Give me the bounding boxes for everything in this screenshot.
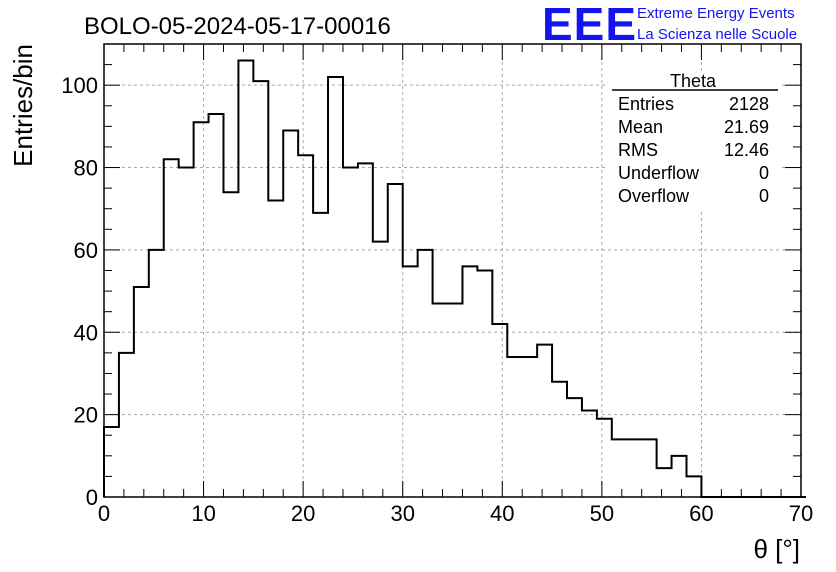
histogram-bin [373, 242, 388, 497]
histogram-bin [149, 250, 164, 497]
histogram-bin [283, 130, 298, 497]
histogram-bin [418, 250, 433, 497]
histogram-bin [492, 324, 507, 497]
histogram-bin [358, 163, 373, 497]
histogram-bin [223, 192, 238, 497]
x-tick-label: 40 [490, 501, 514, 526]
y-tick-label: 80 [74, 156, 98, 181]
stats-box: Theta Entries 2128 Mean 21.69 RMS 12.46 Underf… [607, 71, 779, 210]
histogram-bin [567, 398, 582, 497]
x-axis-title: θ [°] [753, 534, 800, 564]
y-tick-labels: 0 20 40 60 80 100 [61, 73, 98, 510]
y-tick-label: 20 [74, 403, 98, 428]
y-axis-title: Entries/bin [8, 44, 38, 167]
eee-logo: EEE [542, 0, 637, 50]
logo-line-1: Extreme Energy Events [637, 5, 795, 22]
histogram-bin [477, 271, 492, 498]
x-tick-label: 30 [390, 501, 414, 526]
grid [104, 44, 801, 497]
stats-value: 2128 [729, 94, 769, 114]
histogram-outline [103, 59, 806, 498]
stats-value: 0 [759, 163, 769, 183]
stats-label: Entries [618, 94, 674, 114]
stats-label: Mean [618, 117, 663, 137]
histogram-bin [657, 468, 672, 497]
stats-value: 12.46 [724, 140, 769, 160]
chart-title: BOLO-05-2024-05-17-00016 [84, 13, 391, 40]
histogram-bin [209, 114, 224, 497]
x-tick-label: 60 [689, 501, 713, 526]
histogram-bin [194, 122, 209, 497]
histogram-bin [522, 357, 537, 497]
y-tick-label: 60 [74, 238, 98, 263]
stats-value: 0 [759, 186, 769, 206]
histogram-bin [268, 200, 283, 497]
histogram-bin [552, 382, 567, 497]
histogram-bin [119, 353, 134, 497]
stats-label: Overflow [618, 186, 690, 206]
histogram-bin [597, 419, 612, 497]
stats-value: 21.69 [724, 117, 769, 137]
x-tick-label: 0 [98, 501, 110, 526]
histogram-bin [253, 81, 268, 497]
x-tick-labels: 0 10 20 30 40 50 60 70 [98, 501, 813, 526]
histogram-bin [672, 456, 687, 497]
y-tick-label: 0 [86, 485, 98, 510]
histogram-bin [134, 287, 149, 497]
histogram-bin [642, 439, 657, 497]
stats-rows: Entries 2128 Mean 21.69 RMS 12.46 Underflow 0 Ov… [618, 94, 769, 206]
histogram-bin [388, 184, 403, 497]
y-tick-label: 100 [61, 73, 98, 98]
x-tick-label: 10 [191, 501, 215, 526]
histogram-bin [537, 345, 552, 497]
x-tick-label: 50 [590, 501, 614, 526]
histogram-bin [582, 411, 597, 497]
histogram-bin [104, 427, 119, 497]
stats-label: Underflow [618, 163, 700, 183]
histogram-bin [164, 159, 179, 497]
histogram-bin [238, 60, 253, 497]
stats-label: RMS [618, 140, 658, 160]
x-tick-label: 70 [789, 501, 813, 526]
histogram-bin [686, 476, 701, 497]
stats-title: Theta [670, 71, 717, 91]
x-tick-label: 20 [291, 501, 315, 526]
histogram-bin [328, 77, 343, 497]
histogram-bin [313, 213, 328, 497]
histogram-bin [612, 439, 627, 497]
histogram-bin [179, 168, 194, 497]
logo-line-2: La Scienza nelle Scuole [637, 26, 797, 43]
histogram-bin [298, 155, 313, 497]
y-tick-label: 40 [74, 320, 98, 345]
axis-ticks [103, 43, 802, 498]
histogram-bin [507, 357, 522, 497]
stats-box-background [607, 72, 779, 210]
histogram-bin [462, 266, 477, 497]
histogram-bin [627, 439, 642, 497]
histogram-bin [403, 266, 418, 497]
